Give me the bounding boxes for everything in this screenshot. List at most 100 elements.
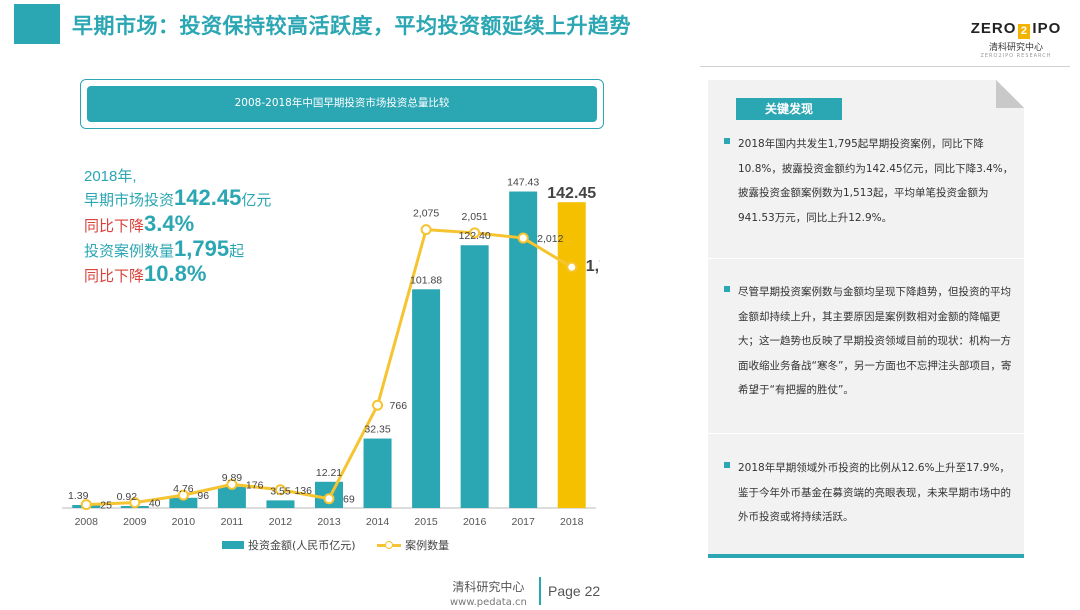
- stat-amount: 早期市场投资142.45亿元: [84, 185, 271, 210]
- finding-item: 2018年国内共发生1,795起早期投资案例，同比下降10.8%，披露投资金额约…: [724, 132, 1020, 230]
- bullet-square-icon: [724, 138, 730, 144]
- x-tick-label: 2009: [123, 516, 147, 528]
- stat-cases-label: 投资案例数量: [84, 243, 175, 261]
- line-point-2017: [517, 232, 529, 244]
- stat-year: 2018年,: [84, 168, 137, 185]
- stat-amount-change-value: 3.4%: [144, 210, 195, 236]
- bar-2018: [557, 202, 586, 508]
- line-point-2012: [274, 484, 286, 496]
- x-tick-label: 2012: [269, 516, 293, 528]
- zero2ipo-logo: ZERO 2 IPO 清科研究中心 ZERO2IPO RESEARCH: [968, 20, 1064, 59]
- bar-value-label: 1.39: [68, 490, 89, 502]
- header-divider: [700, 66, 1070, 67]
- finding-text: 2018年国内共发生1,795起早期投资案例，同比下降10.8%，披露投资金额约…: [738, 138, 1014, 224]
- legend-line-swatch: [377, 540, 402, 550]
- line-point-2008: [80, 499, 92, 511]
- bar-2015: [412, 289, 441, 508]
- summary-stats: 2018年, 早期市场投资142.45亿元 同比下降3.4% 投资案例数量1,7…: [84, 168, 271, 287]
- bar-value-label: 9.89: [222, 472, 243, 484]
- bar-2014: [363, 438, 392, 508]
- stat-cases-value: 1,795: [174, 236, 230, 262]
- stat-cases-change-value: 10.8%: [144, 261, 207, 287]
- bar-value-label: 4.76: [173, 483, 194, 495]
- x-tick-label: 2015: [414, 516, 438, 528]
- logo-box: 2: [1018, 24, 1031, 39]
- chart-title-frame: 2008-2018年中国早期投资市场投资总量比较: [80, 79, 604, 129]
- stat-cases-change-label: 同比下降: [84, 268, 145, 286]
- line-value-label: 136: [294, 485, 312, 497]
- line-value-label: 1,795: [586, 258, 600, 275]
- page-fold-corner: [996, 80, 1024, 108]
- x-tick-label: 2011: [221, 516, 244, 528]
- x-tick-label: 2008: [75, 516, 99, 528]
- line-value-label: 69: [343, 494, 355, 506]
- footer-org: 清科研究中心: [452, 580, 525, 594]
- x-tick-label: 2014: [366, 516, 390, 528]
- bar-value-label: 3.55: [270, 485, 291, 497]
- line-point-2010: [177, 489, 189, 501]
- x-tick-label: 2018: [560, 516, 584, 528]
- x-tick-label: 2013: [317, 516, 341, 528]
- bar-value-label: 12.21: [316, 467, 342, 479]
- bar-value-label: 142.45: [547, 185, 596, 202]
- line-value-label: 2,075: [413, 208, 439, 220]
- line-value-label: 766: [390, 400, 408, 412]
- bar-2011: [217, 486, 246, 508]
- footer-separator: [539, 577, 541, 605]
- line-point-2016: [469, 227, 481, 239]
- stat-amount-change: 同比下降3.4%: [84, 211, 271, 236]
- line-value-label: 96: [197, 490, 209, 502]
- line-value-label: 40: [149, 498, 161, 510]
- bar-2012: [266, 500, 295, 508]
- x-tick-label: 2010: [172, 516, 196, 528]
- finding-text: 尽管早期投资案例数与金额均呈现下降趋势，但投资的平均金额却持续上升，其主要原因是…: [738, 286, 1012, 396]
- bar-value-label: 122.40: [459, 230, 491, 242]
- line-value-label: 2,012: [537, 233, 563, 245]
- line-point-2015: [420, 224, 432, 236]
- stat-cases: 投资案例数量1,795起: [84, 236, 271, 261]
- bar-value-label: 32.35: [364, 424, 390, 436]
- page-title: 早期市场：投资保持较高活跃度，平均投资额延续上升趋势: [72, 14, 631, 38]
- finding-divider: [708, 433, 1024, 434]
- bar-value-label: 147.43: [507, 177, 539, 189]
- panel-bottom-border: [708, 554, 1024, 558]
- line-value-label: 176: [246, 479, 264, 491]
- stat-amount-unit: 亿元: [241, 192, 272, 210]
- bar-2010: [169, 497, 198, 508]
- line-value-label: 2,051: [461, 211, 487, 223]
- stat-amount-change-label: 同比下降: [84, 217, 145, 235]
- bar-value-label: 101.88: [410, 274, 442, 286]
- logo-subtitle: 清科研究中心: [988, 43, 1043, 53]
- key-findings-panel: [708, 80, 1024, 558]
- line-point-2014: [372, 399, 384, 411]
- bar-value-label: 0.92: [117, 491, 138, 503]
- logo-tagline: ZERO2IPO RESEARCH: [980, 53, 1052, 59]
- finding-text: 2018年早期领域外币投资的比例从12.6%上升至17.9%，鉴于今年外币基金在…: [738, 462, 1011, 523]
- bar-line-chart: 2008 2009 2010 2011 2012 2013 2014 2015 2016 2017…: [62, 177, 600, 528]
- finding-item: 尽管早期投资案例数与金额均呈现下降趋势，但投资的平均金额却持续上升，其主要原因是…: [724, 280, 1020, 403]
- stat-amount-label: 早期市场投资: [84, 192, 175, 210]
- line-point-2018: [566, 261, 578, 273]
- finding-divider: [708, 258, 1024, 259]
- chart-title: 2008-2018年中国早期投资市场投资总量比较: [87, 86, 597, 122]
- bullet-square-icon: [724, 286, 730, 292]
- footer-url: www.pedata.cn: [450, 597, 527, 608]
- logo-right-text: IPO: [1032, 20, 1062, 37]
- bar-2016: [460, 245, 489, 509]
- bullet-square-icon: [724, 462, 730, 468]
- line-point-2009: [129, 497, 141, 509]
- stat-amount-value: 142.45: [174, 185, 242, 211]
- x-tick-label: 2017: [512, 516, 536, 528]
- legend-line-label: 案例数量: [405, 539, 450, 552]
- stat-cases-unit: 起: [229, 243, 245, 261]
- line-value-label: 25: [100, 500, 112, 512]
- legend-bar-label: 投资金额(人民币亿元): [248, 539, 356, 552]
- key-findings-tag: 关键发现: [736, 98, 842, 120]
- line-point-2013: [323, 493, 335, 505]
- finding-item: 2018年早期领域外币投资的比例从12.6%上升至17.9%，鉴于今年外币基金在…: [724, 456, 1020, 530]
- legend-bar-swatch: [222, 541, 244, 549]
- logo-left-text: ZERO: [970, 20, 1017, 37]
- x-tick-label: 2016: [463, 516, 487, 528]
- line-point-2011: [226, 478, 238, 490]
- footer-org-block: 清科研究中心 www.pedata.cn: [450, 578, 527, 608]
